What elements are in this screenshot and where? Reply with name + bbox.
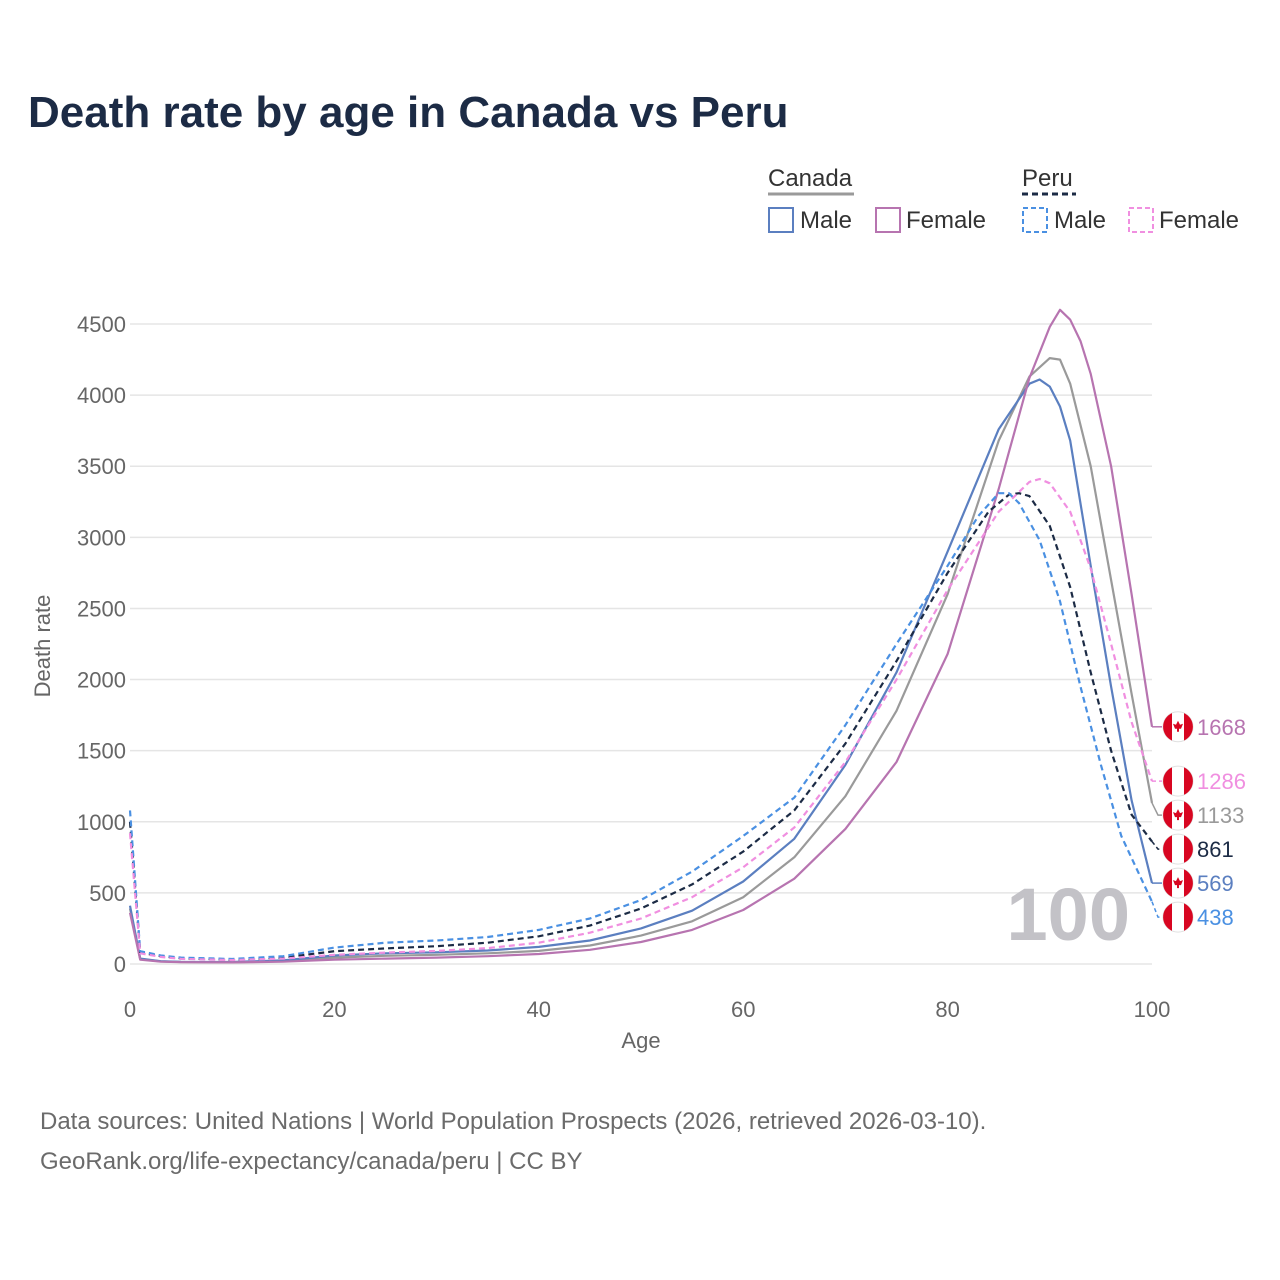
canada-flag-icon	[1162, 799, 1194, 831]
series-line-peru-female[interactable]	[128, 477, 1154, 962]
y-tick-label: 2000	[77, 668, 126, 693]
legend-group-peru[interactable]: Peru Male Female	[1022, 165, 1239, 234]
end-label-value: 438	[1197, 905, 1234, 930]
y-tick-label: 4500	[77, 312, 126, 337]
legend-label-peru-female[interactable]: Female	[1159, 207, 1239, 234]
end-label-peru-female: 1286	[1152, 765, 1246, 797]
end-label-value: 1286	[1197, 769, 1246, 794]
legend-title-peru: Peru	[1022, 165, 1073, 192]
legend-label-canada-female[interactable]: Female	[906, 207, 986, 234]
legend-swatch-canada-male[interactable]	[768, 207, 794, 233]
end-label-canada-male: 569	[1152, 867, 1234, 899]
y-tick-label: 3000	[77, 525, 126, 550]
x-tick-label: 0	[124, 997, 136, 1022]
series-line-peru-total[interactable]	[128, 492, 1153, 961]
x-axis-title: Age	[621, 1028, 660, 1053]
canada-flag-icon	[1162, 711, 1194, 743]
series-line-canada-female[interactable]	[128, 308, 1154, 964]
x-tick-label: 20	[322, 997, 346, 1022]
y-tick-label: 3500	[77, 454, 126, 479]
watermark-age: 100	[1007, 873, 1130, 956]
legend-swatch-peru-female[interactable]	[1128, 207, 1154, 233]
legend-swatch-peru-male[interactable]	[1022, 207, 1048, 233]
end-label-leader	[1151, 901, 1162, 918]
y-tick-label: 2500	[77, 596, 126, 621]
legend-label-canada-male[interactable]: Male	[800, 207, 852, 234]
page-title: Death rate by age in Canada vs Peru	[28, 88, 789, 137]
end-label-leader	[1151, 841, 1162, 850]
x-tick-label: 100	[1134, 997, 1171, 1022]
y-tick-label: 1500	[77, 739, 126, 764]
y-axis-title: Death rate	[30, 595, 55, 698]
legend-swatch-canada-female[interactable]	[875, 207, 901, 233]
peru-flag-icon	[1162, 833, 1194, 865]
x-tick-label: 60	[731, 997, 755, 1022]
end-label-canada-female: 1668	[1152, 711, 1246, 743]
legend-group-canada[interactable]: Canada Male Female	[768, 165, 986, 234]
end-label-value: 1668	[1197, 715, 1246, 740]
legend-title-canada: Canada	[768, 165, 853, 192]
series-line-canada-total[interactable]	[128, 357, 1154, 964]
y-tick-label: 1000	[77, 810, 126, 835]
legend: Canada Male Female Peru Male Female	[768, 165, 1239, 234]
source-line-1: Data sources: United Nations | World Pop…	[40, 1108, 987, 1135]
canada-flag-icon	[1162, 867, 1194, 899]
end-label-peru-male: 438	[1151, 901, 1234, 933]
x-tick-label: 40	[527, 997, 551, 1022]
end-label-canada-total: 1133	[1151, 799, 1244, 831]
peru-flag-icon	[1162, 901, 1194, 933]
y-tick-label: 500	[89, 881, 126, 906]
end-label-leader	[1151, 802, 1162, 816]
chart: 0 500 1000 1500 2000 2500 3000 3500 4000 4500 0 20 4…	[30, 165, 1246, 1053]
legend-label-peru-male[interactable]: Male	[1054, 207, 1106, 234]
end-label-value: 1133	[1197, 803, 1244, 828]
series-line-peru-male[interactable]	[128, 492, 1153, 961]
y-tick-label: 0	[114, 952, 126, 977]
source-line-2: GeoRank.org/life-expectancy/canada/peru …	[40, 1148, 583, 1175]
y-tick-label: 4000	[77, 383, 126, 408]
end-label-value: 861	[1197, 837, 1234, 862]
end-label-value: 569	[1197, 871, 1234, 896]
x-tick-label: 80	[935, 997, 959, 1022]
end-label-peru-total: 861	[1151, 833, 1234, 865]
peru-flag-icon	[1162, 765, 1194, 797]
